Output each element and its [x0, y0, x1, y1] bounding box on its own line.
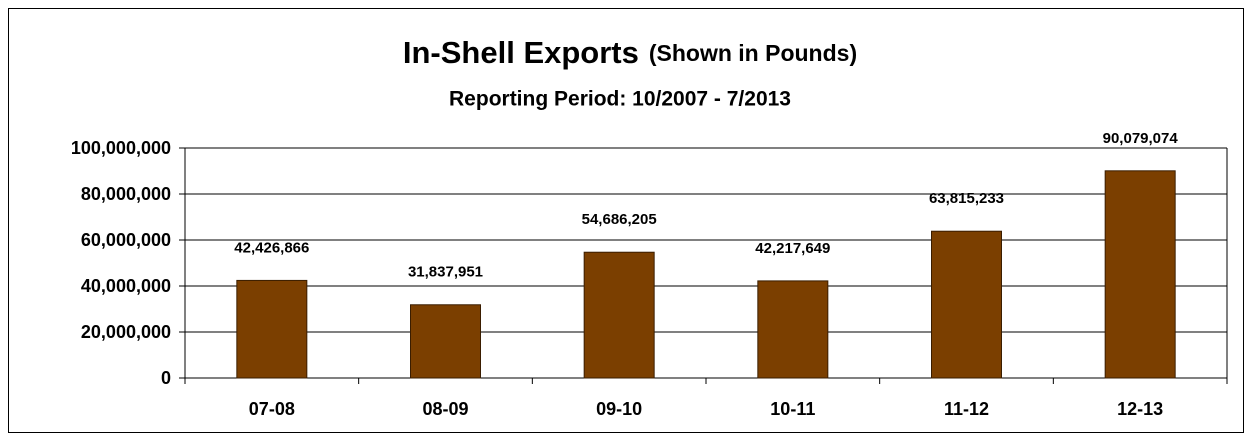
data-label: 42,217,649 — [755, 240, 830, 257]
y-tick-label: 20,000,000 — [81, 322, 171, 342]
x-tick-label: 10-11 — [770, 399, 815, 419]
x-tick-label: 09-10 — [596, 399, 642, 419]
bar — [757, 280, 829, 379]
x-tick-label: 07-08 — [249, 399, 295, 419]
y-tick-label: 0 — [161, 368, 171, 388]
data-label: 90,079,074 — [1103, 130, 1179, 147]
data-label: 31,837,951 — [408, 264, 483, 281]
y-tick-label: 40,000,000 — [81, 276, 171, 296]
bar — [410, 304, 481, 379]
data-label: 54,686,205 — [582, 211, 657, 228]
bar — [583, 251, 655, 379]
y-tick-label: 100,000,000 — [71, 138, 171, 158]
chart-subtitle: Reporting Period: 10/2007 - 7/2013 — [449, 88, 791, 111]
x-tick-label: 11-12 — [944, 399, 989, 419]
x-tick-label: 08-09 — [422, 399, 468, 419]
chart-title-group: In-Shell Exports (Shown in Pounds) — [403, 35, 857, 70]
y-tick-label: 80,000,000 — [81, 184, 171, 204]
y-tick-label: 60,000,000 — [81, 230, 171, 250]
chart-title-note: (Shown in Pounds) — [649, 40, 857, 66]
bar — [931, 230, 1002, 379]
bar — [1104, 170, 1176, 379]
chart-title: In-Shell Exports — [403, 35, 639, 70]
x-tick-label: 12-13 — [1117, 399, 1163, 419]
data-label: 63,815,233 — [929, 190, 1004, 207]
data-label: 42,426,866 — [234, 239, 309, 256]
bar — [236, 279, 308, 379]
